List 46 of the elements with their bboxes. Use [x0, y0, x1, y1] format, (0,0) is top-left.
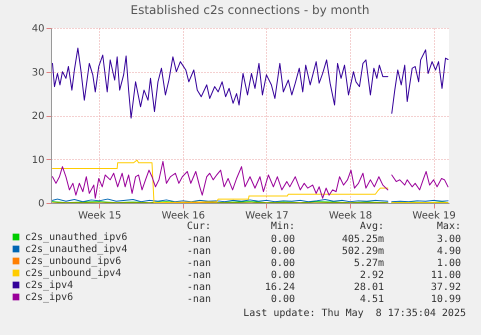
- text: 502.29m: [342, 246, 384, 258]
- text: 4.51: [360, 294, 384, 306]
- text: 28.01: [354, 282, 384, 294]
- text: 0.00: [270, 258, 295, 270]
- text: 11.00: [430, 270, 461, 282]
- text: 37.92: [430, 282, 461, 294]
- text: Max:: [436, 221, 461, 233]
- legend-label: c2s_unbound_ipv4: [25, 268, 122, 279]
- text: -nan: [186, 234, 211, 246]
- text: -nan: [186, 246, 211, 258]
- text: Min:: [270, 221, 295, 233]
- text: 16.24: [264, 282, 295, 294]
- x-tick-label: Week 15: [78, 210, 122, 222]
- text: 2.92: [360, 270, 384, 282]
- text: Cur:: [186, 221, 211, 233]
- y-tick-label: 30: [32, 67, 44, 78]
- text: 10.99: [430, 294, 461, 306]
- text: 0.00: [270, 234, 295, 246]
- text: 1.00: [436, 258, 461, 270]
- x-tick-label: Week 17: [245, 210, 289, 222]
- x-tick-label: Week 19: [412, 210, 456, 222]
- text: -nan: [186, 270, 211, 282]
- text: 5.27m: [354, 258, 384, 270]
- text: -nan: [186, 282, 211, 294]
- y-tick-label: 40: [32, 24, 44, 34]
- y-tick-label: 20: [32, 111, 44, 122]
- legend-label: c2s_unbound_ipv6: [25, 256, 122, 267]
- text: 3.00: [436, 234, 461, 246]
- text: 0.00: [270, 294, 295, 306]
- y-tick-label: 0: [38, 198, 44, 210]
- text: Last update: Thu May 8 17:35:04 2025: [243, 308, 466, 320]
- x-tick-label: Week 16: [162, 210, 205, 222]
- text: 0.00: [270, 270, 295, 282]
- text: 4.90: [436, 246, 461, 258]
- legend-label: c2s_unauthed_ipv4: [25, 244, 128, 255]
- y-tick-label: 10: [32, 154, 44, 166]
- x-tick-label: Week 18: [328, 210, 372, 222]
- legend-label: c2s_ipv6: [25, 292, 74, 303]
- legend-label: c2s_unauthed_ipv6: [25, 232, 128, 243]
- legend-label: c2s_ipv4: [25, 280, 74, 291]
- chart-title: Established c2s connections - by month: [130, 3, 370, 17]
- text: 405.25m: [342, 234, 384, 246]
- text: -nan: [186, 258, 211, 270]
- text: -nan: [186, 294, 211, 306]
- text: Avg:: [360, 221, 384, 233]
- text: 0.00: [270, 246, 295, 258]
